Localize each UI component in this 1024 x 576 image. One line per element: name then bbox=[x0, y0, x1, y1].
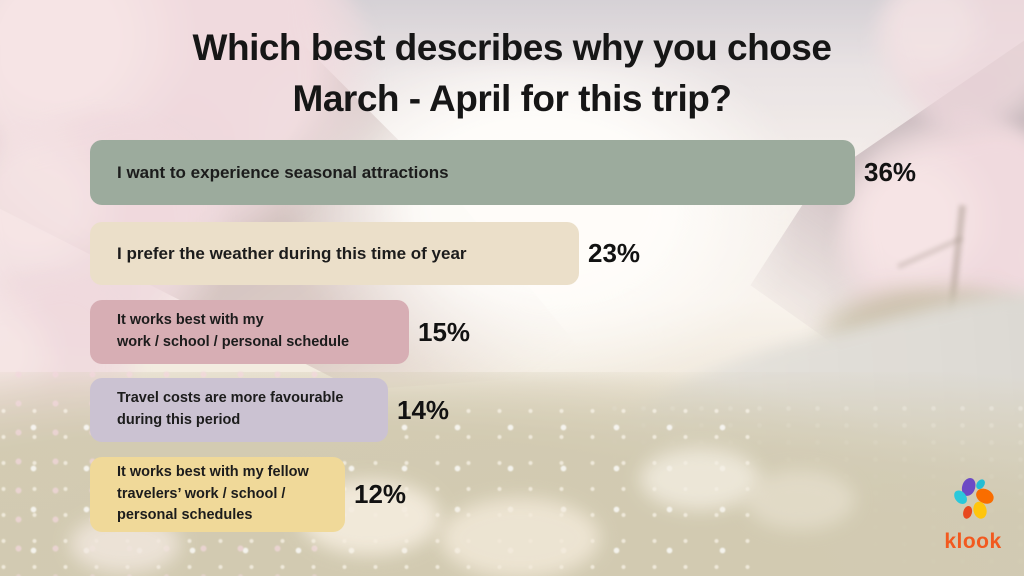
bar-label: It works best with my fellow travelers’ w… bbox=[117, 463, 309, 524]
chart-title-line1: Which best describes why you chose bbox=[192, 27, 832, 68]
bar: It works best with my work / school / per… bbox=[90, 300, 409, 364]
bar: It works best with my fellow travelers’ w… bbox=[90, 457, 345, 532]
bar-value: 23% bbox=[588, 238, 641, 268]
bar-row: It works best with my fellow travelers’ w… bbox=[90, 457, 406, 532]
bar-row: I want to experience seasonal attraction… bbox=[90, 140, 916, 205]
klook-wordmark: klook bbox=[944, 530, 1002, 553]
bar-label: It works best with my work / school / per… bbox=[117, 312, 350, 350]
bar-value: 14% bbox=[397, 394, 450, 425]
bar-row: I prefer the weather during this time of… bbox=[90, 222, 640, 285]
bar: I prefer the weather during this time of… bbox=[90, 222, 579, 285]
klook-logo: klook bbox=[933, 474, 1013, 554]
bar-label: I want to experience seasonal attraction… bbox=[117, 162, 449, 182]
bar-row: It works best with my work / school / per… bbox=[90, 300, 470, 364]
bar-row: Travel costs are more favourable during t… bbox=[90, 378, 449, 442]
bar-value: 15% bbox=[418, 316, 471, 347]
bar: Travel costs are more favourable during t… bbox=[90, 378, 388, 442]
chart-title: Which best describes why you chose March… bbox=[0, 22, 1024, 124]
bar: I want to experience seasonal attraction… bbox=[90, 140, 855, 205]
bar-label: Travel costs are more favourable during t… bbox=[117, 390, 344, 428]
bar-label: I prefer the weather during this time of… bbox=[117, 243, 467, 263]
bar-value: 36% bbox=[864, 157, 917, 187]
klook-logo-icon bbox=[954, 478, 994, 519]
chart-title-line2: March - April for this trip? bbox=[292, 78, 732, 120]
bar-value: 12% bbox=[354, 479, 407, 509]
